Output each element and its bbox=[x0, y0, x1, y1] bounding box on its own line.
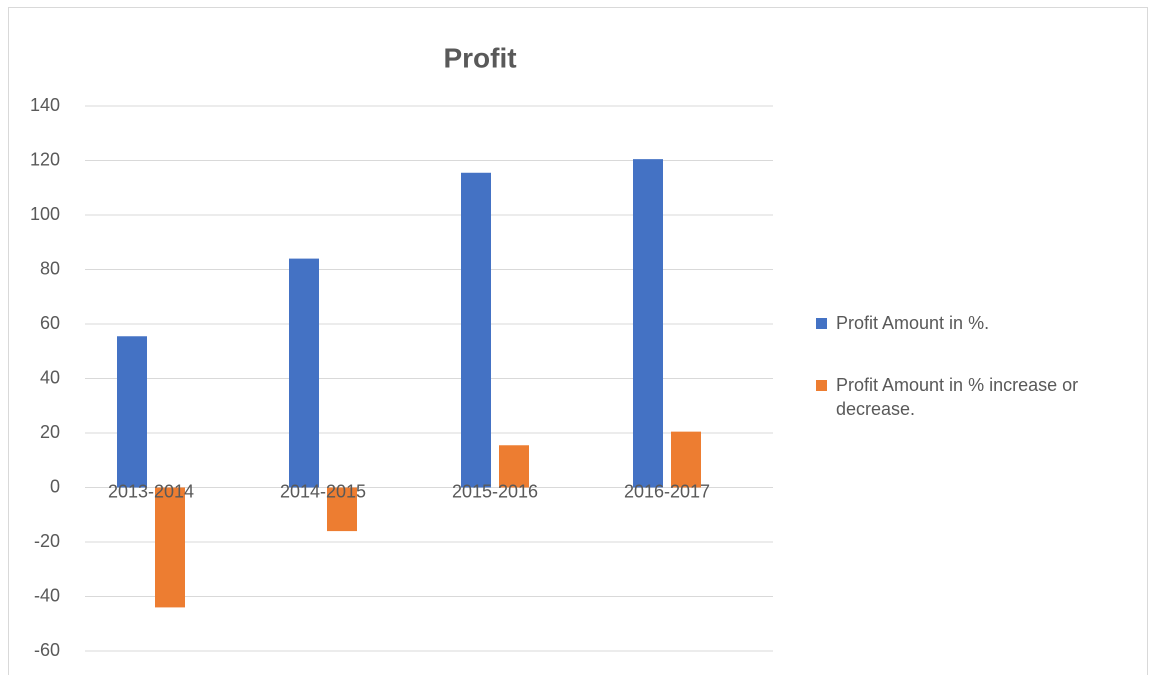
x-tick-label: 2014-2015 bbox=[280, 481, 366, 501]
legend: Profit Amount in %. Profit Amount in % in… bbox=[816, 311, 1126, 459]
y-tick-label: 0 bbox=[50, 476, 60, 496]
legend-swatch bbox=[816, 318, 827, 329]
y-tick-label: 60 bbox=[40, 313, 60, 333]
bar bbox=[633, 159, 663, 488]
y-tick-label: -60 bbox=[34, 640, 60, 660]
legend-label: Profit Amount in %. bbox=[836, 313, 990, 333]
bar bbox=[499, 445, 529, 488]
y-tick-label: -20 bbox=[34, 531, 60, 551]
legend-item: Profit Amount in % increase or decrease. bbox=[816, 373, 1126, 421]
legend-item: Profit Amount in %. bbox=[816, 311, 1126, 335]
y-tick-label: 80 bbox=[40, 258, 60, 278]
bar bbox=[327, 487, 357, 532]
chart-border bbox=[8, 7, 1148, 675]
bar bbox=[461, 172, 491, 488]
bar bbox=[155, 487, 185, 608]
bar bbox=[117, 336, 147, 488]
y-tick-label: 120 bbox=[30, 149, 60, 169]
y-tick-label: 40 bbox=[40, 367, 60, 387]
bar bbox=[671, 431, 701, 488]
y-tick-label: 140 bbox=[30, 95, 60, 115]
x-tick-label: 2016-2017 bbox=[624, 481, 710, 501]
legend-swatch bbox=[816, 380, 827, 391]
y-tick-label: -40 bbox=[34, 585, 60, 605]
x-tick-label: 2013-2014 bbox=[108, 481, 194, 501]
y-tick-label: 20 bbox=[40, 422, 60, 442]
y-tick-label: 100 bbox=[30, 204, 60, 224]
bar bbox=[289, 258, 319, 488]
chart-title: Profit bbox=[443, 42, 516, 73]
legend-label: Profit Amount in % increase or decrease. bbox=[836, 375, 1079, 419]
x-tick-label: 2015-2016 bbox=[452, 481, 538, 501]
